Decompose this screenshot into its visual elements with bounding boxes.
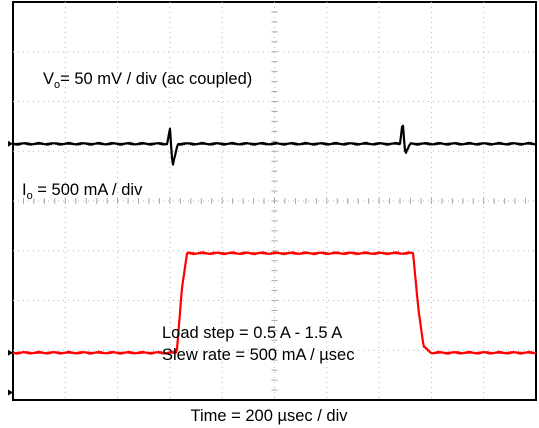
io-channel-label: Io = 500 mA / div bbox=[22, 181, 143, 202]
io-label-main: I bbox=[22, 181, 27, 199]
io-label-sub: o bbox=[27, 190, 33, 202]
io-trace bbox=[12, 251, 537, 355]
vo-channel-label: Vo= 50 mV / div (ac coupled) bbox=[43, 70, 252, 91]
load-step-annotation: Load step = 0.5 A - 1.5 A bbox=[162, 324, 342, 342]
vo-label-sub: o bbox=[54, 79, 60, 91]
trigger-marker-icon bbox=[8, 389, 13, 396]
vo-label-main: V bbox=[43, 70, 54, 88]
x-axis-label: Time = 200 µsec / div bbox=[191, 407, 349, 425]
vo-marker-icon bbox=[8, 140, 13, 147]
traces bbox=[12, 124, 537, 355]
graticule-grid bbox=[13, 2, 536, 400]
vo-trace bbox=[12, 124, 537, 166]
slew-rate-annotation: Slew rate = 500 mA / µsec bbox=[162, 346, 354, 364]
io-label-rest: = 500 mA / div bbox=[33, 181, 143, 199]
io-marker-icon bbox=[8, 349, 13, 356]
vo-label-rest: = 50 mV / div (ac coupled) bbox=[60, 70, 252, 88]
channel-markers bbox=[8, 140, 13, 396]
